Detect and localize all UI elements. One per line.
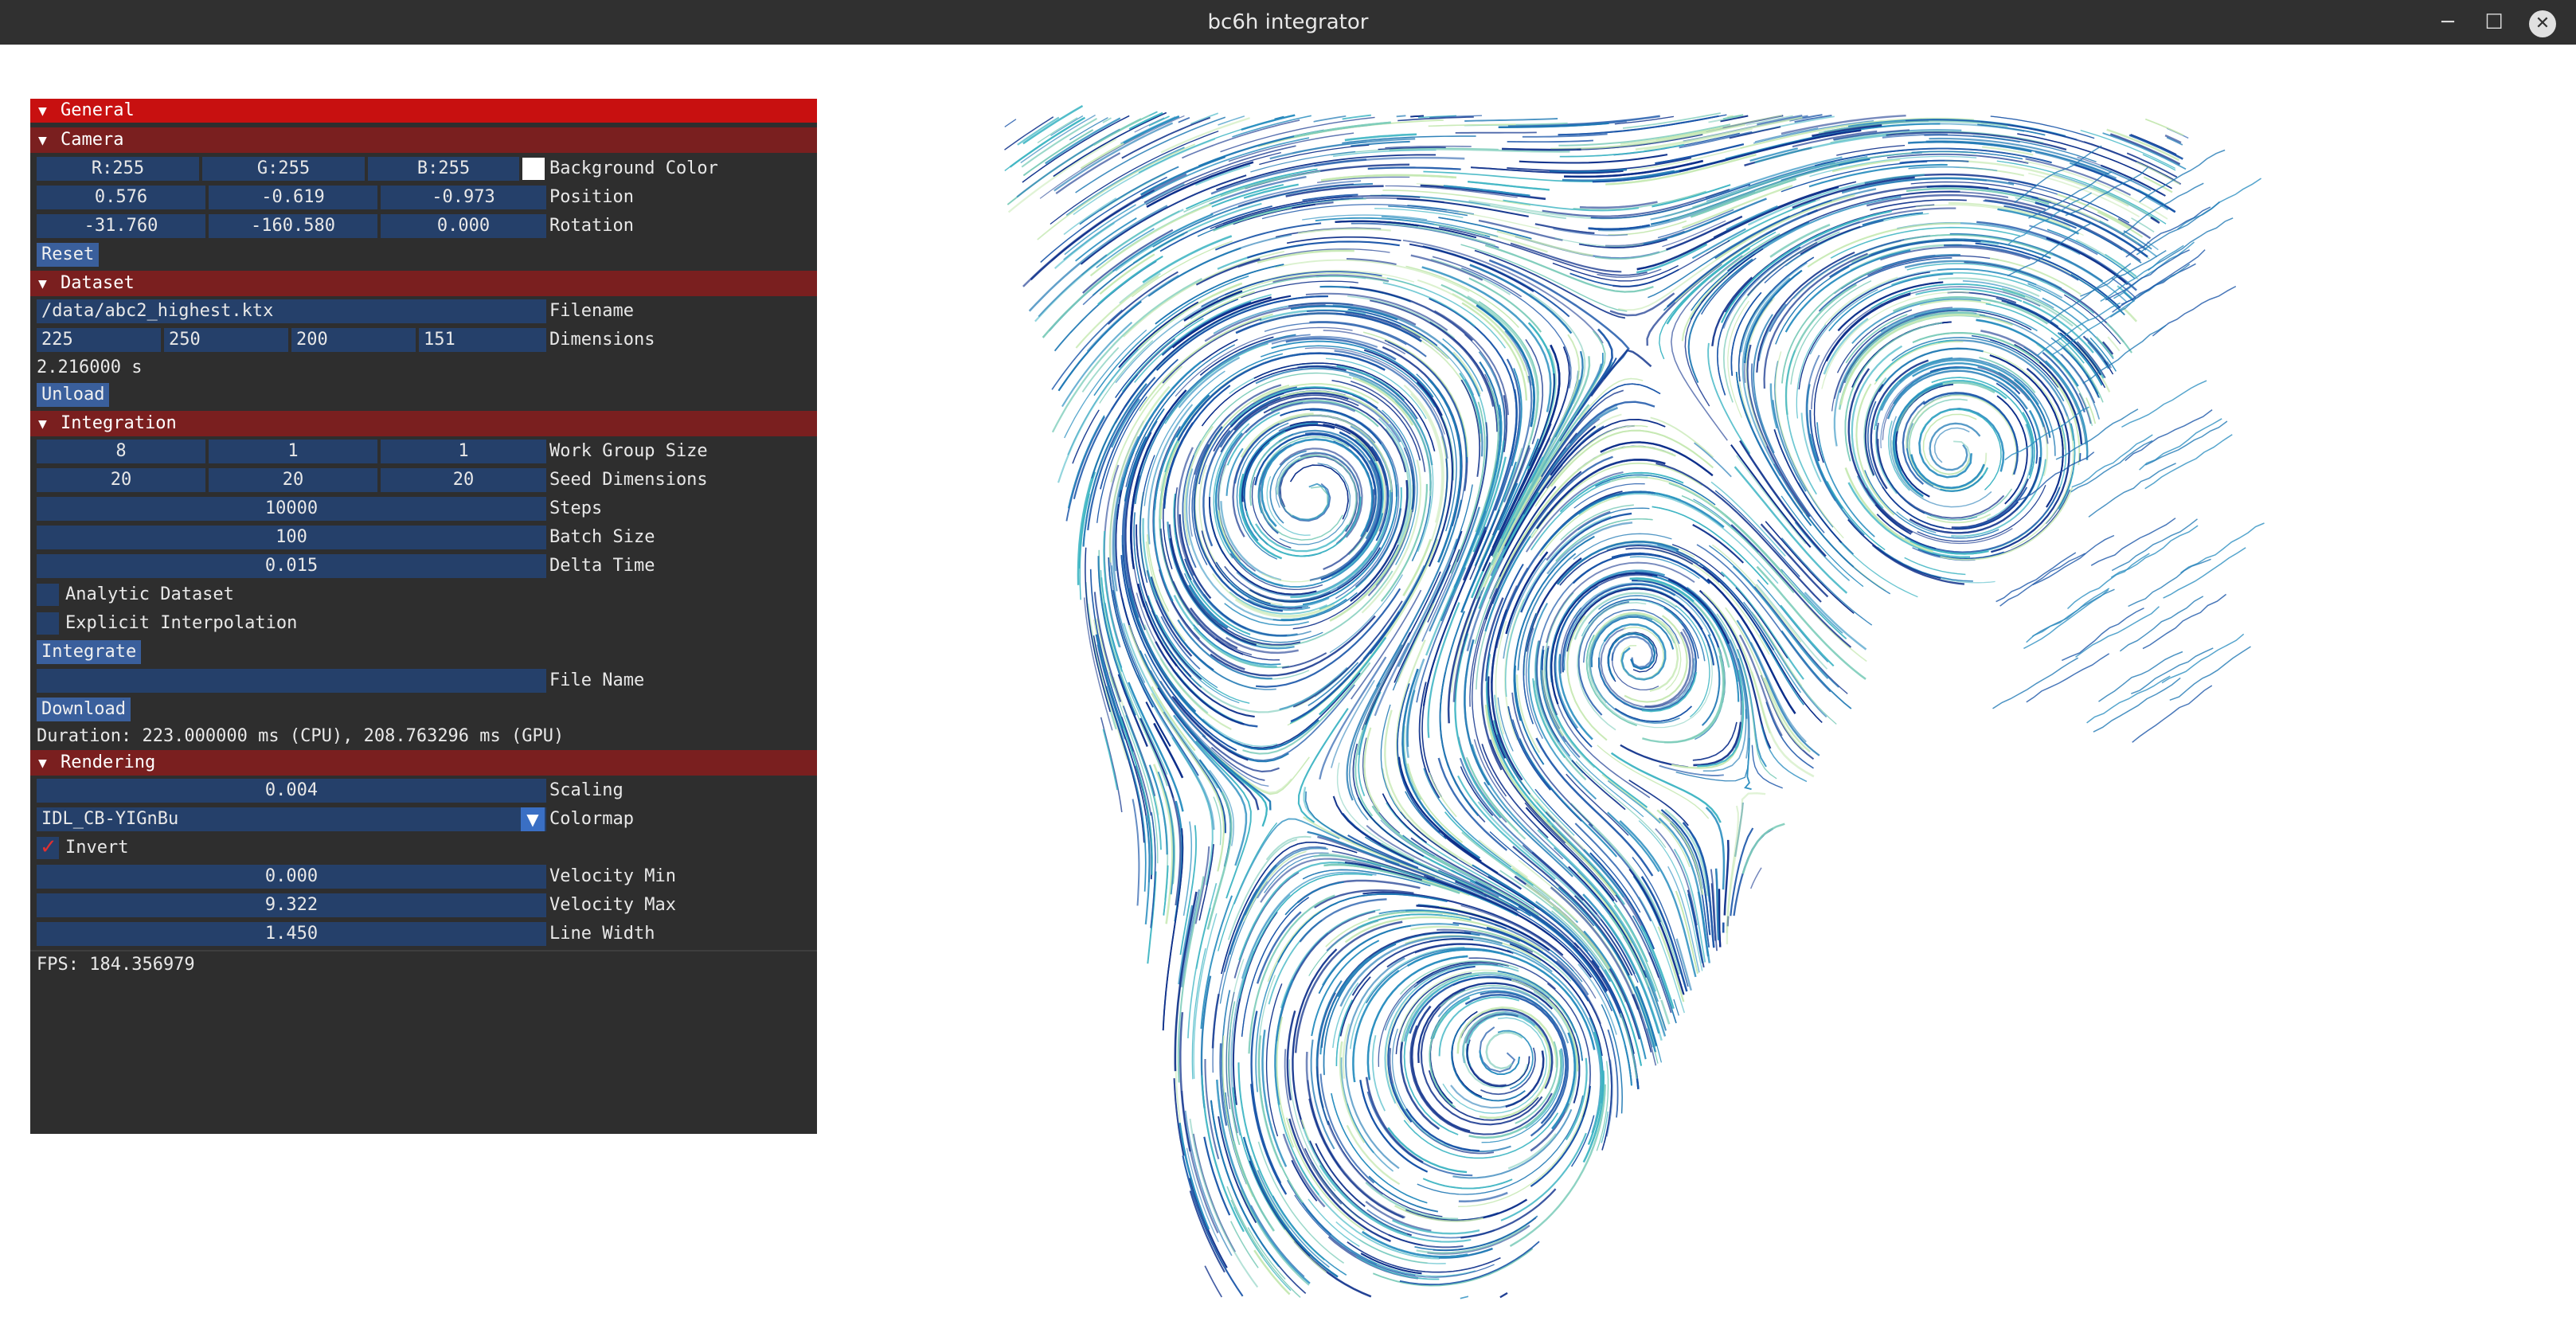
checkmark-icon: ✓ [40,835,57,859]
dimensions-z-field[interactable]: 200 [291,328,416,352]
work-group-size-label: Work Group Size [549,441,708,461]
file-name-label: File Name [549,670,645,690]
integration-header[interactable]: ▼ Integration [30,411,817,436]
collapse-arrow-icon: ▼ [38,276,47,292]
rotation-z-field[interactable]: 0.000 [381,214,546,238]
seed-dimensions-z-field[interactable]: 20 [381,468,546,492]
filename-label: Filename [549,301,634,321]
delta-time-label: Delta Time [549,556,655,576]
analytic-dataset-checkbox[interactable] [37,584,59,606]
rotation-label: Rotation [549,216,634,236]
load-time-text: 2.216000 s [37,358,143,377]
position-y-field[interactable]: -0.619 [209,186,377,209]
work-group-size-z-field[interactable]: 1 [381,440,546,463]
streamline-viewport[interactable] [956,96,2389,1306]
rotation-y-field[interactable]: -160.580 [209,214,377,238]
velocity-min-field[interactable]: 0.000 [37,865,546,889]
work-group-size-y-field[interactable]: 1 [209,440,377,463]
velocity-max-label: Velocity Max [549,895,676,915]
steps-field[interactable]: 10000 [37,497,546,521]
general-header[interactable]: ▼ General [30,99,817,123]
reset-button[interactable]: Reset [37,243,100,267]
dimensions-y-field[interactable]: 250 [164,328,288,352]
background-color-g-field[interactable]: G:255 [202,157,365,181]
rendering-header[interactable]: ▼ Rendering [30,750,817,776]
separator [30,950,817,952]
steps-label: Steps [549,498,603,518]
background-color-swatch[interactable] [522,158,545,180]
explicit-interpolation-checkbox[interactable] [37,612,59,635]
background-color-label: Background Color [549,158,718,178]
explicit-interpolation-label: Explicit Interpolation [65,613,298,633]
dataset-header[interactable]: ▼ Dataset [30,271,817,296]
streamlines [1004,104,2265,1299]
background-color-r-field[interactable]: R:255 [37,157,199,181]
velocity-max-field[interactable]: 9.322 [37,893,546,917]
seed-dimensions-y-field[interactable]: 20 [209,468,377,492]
seed-dimensions-x-field[interactable]: 20 [37,468,205,492]
collapse-arrow-icon: ▼ [38,132,47,149]
work-group-size-x-field[interactable]: 8 [37,440,205,463]
invert-label: Invert [65,838,129,858]
unload-button[interactable]: Unload [37,383,110,407]
window-title: bc6h integrator [1207,10,1369,34]
filename-input[interactable]: /data/abc2_highest.ktx [37,299,546,323]
settings-panel: ▼ General ▼ Camera R:255 G:255 B:255 Backg… [30,99,817,1134]
background-color-b-field[interactable]: B:255 [368,157,519,181]
scaling-field[interactable]: 0.004 [37,779,546,803]
batch-size-label: Batch Size [549,527,655,547]
position-label: Position [549,187,634,207]
analytic-dataset-label: Analytic Dataset [65,584,234,604]
scaling-label: Scaling [549,780,623,800]
collapse-arrow-icon: ▼ [38,755,47,772]
rotation-x-field[interactable]: -31.760 [37,214,205,238]
line-width-label: Line Width [549,924,655,944]
integrate-button[interactable]: Integrate [37,640,142,664]
window-title-bar[interactable]: bc6h integrator ─ ☐ ✕ [0,0,2576,45]
colormap-label: Colormap [549,809,634,829]
duration-text: Duration: 223.000000 ms (CPU), 208.76329… [37,726,565,746]
line-width-field[interactable]: 1.450 [37,922,546,946]
camera-header[interactable]: ▼ Camera [30,127,817,153]
chevron-down-icon[interactable]: ▼ [521,807,545,831]
maximize-icon[interactable]: ☐ [2484,10,2504,34]
delta-time-field[interactable]: 0.015 [37,554,546,578]
collapse-arrow-icon: ▼ [38,103,47,119]
file-name-input[interactable] [37,669,546,693]
position-x-field[interactable]: 0.576 [37,186,205,209]
dimensions-t-field[interactable]: 151 [419,328,546,352]
colormap-select[interactable]: IDL_CB-YIGnBu [37,807,546,831]
close-icon[interactable]: ✕ [2527,6,2558,38]
minimize-icon[interactable]: ─ [2441,10,2454,34]
invert-checkbox[interactable]: ✓ [37,835,59,859]
position-z-field[interactable]: -0.973 [381,186,546,209]
dimensions-label: Dimensions [549,330,655,350]
collapse-arrow-icon: ▼ [38,416,47,432]
dimensions-x-field[interactable]: 225 [37,328,161,352]
seed-dimensions-label: Seed Dimensions [549,470,708,490]
batch-size-field[interactable]: 100 [37,526,546,549]
fps-text: FPS: 184.356979 [37,955,195,975]
download-button[interactable]: Download [37,698,131,721]
velocity-min-label: Velocity Min [549,866,676,886]
